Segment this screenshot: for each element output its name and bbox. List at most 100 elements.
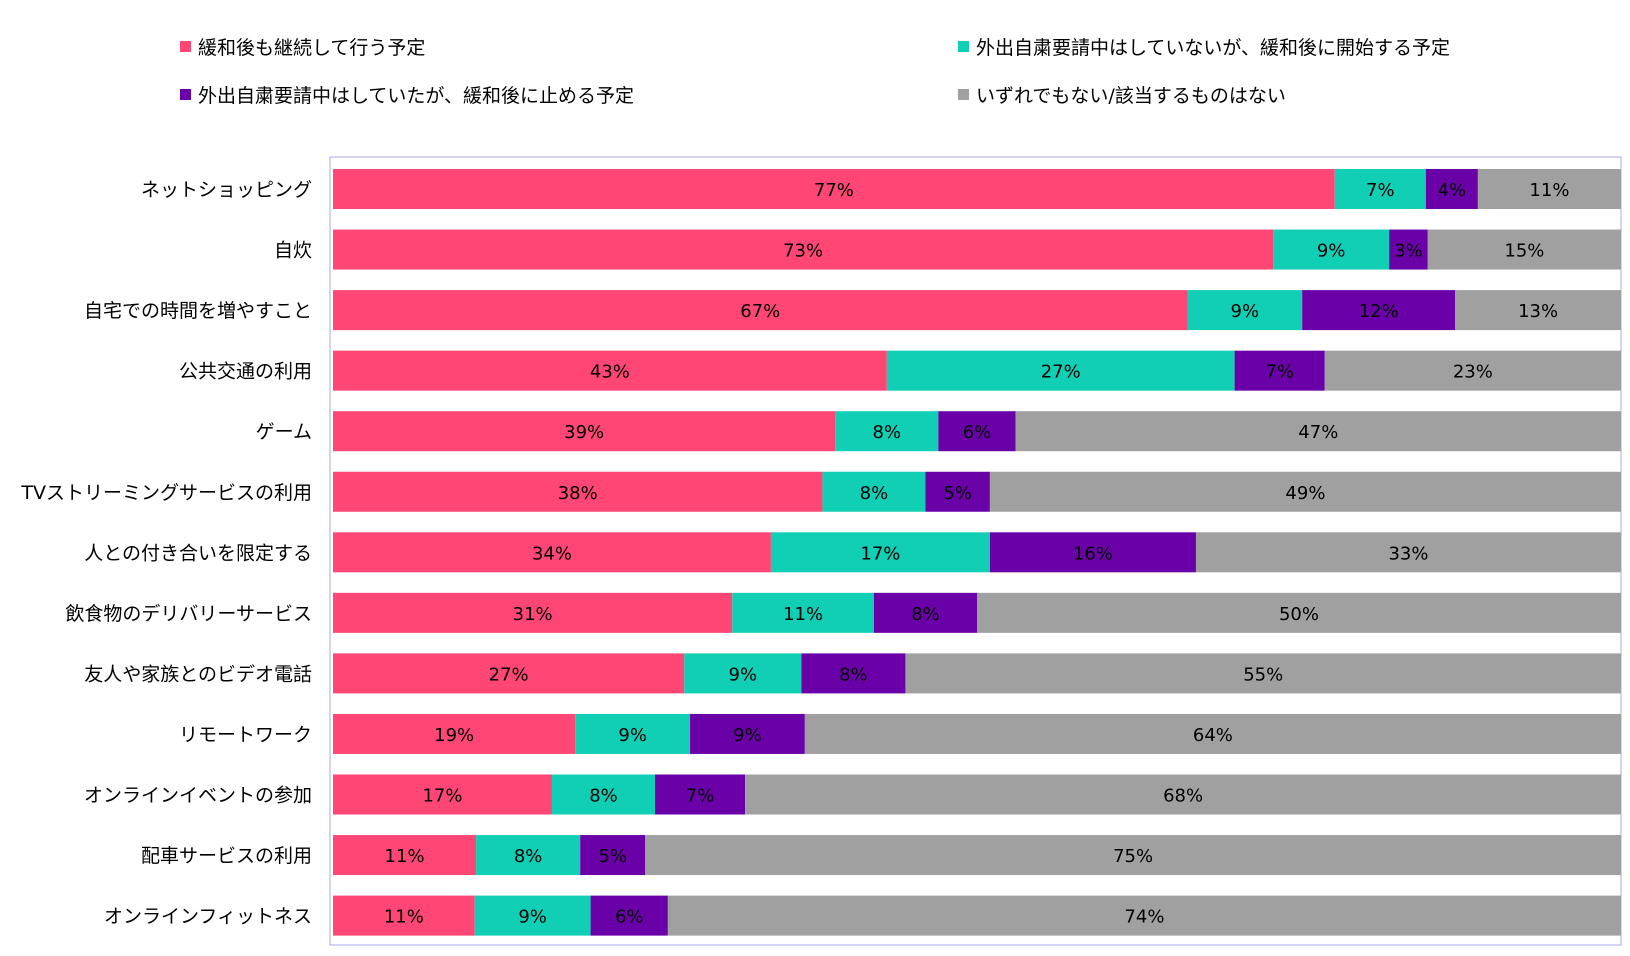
data-label: 9%	[729, 664, 758, 685]
bar-segment	[333, 895, 475, 936]
bar-segment	[333, 592, 733, 633]
bar-segment	[333, 653, 685, 694]
data-label: 5%	[598, 846, 627, 867]
bar-segment	[645, 835, 1621, 876]
data-label: 13%	[1518, 301, 1558, 322]
category-label: TVストリーミングサービスの利用	[20, 482, 312, 504]
legend-swatch-1	[180, 41, 191, 52]
bar-segment	[989, 471, 1621, 512]
legend-swatch-2	[958, 41, 969, 52]
bar-segment	[1195, 532, 1621, 573]
data-label: 50%	[1279, 604, 1319, 625]
bar-segment	[1273, 229, 1390, 270]
data-label: 8%	[589, 786, 618, 807]
bar-segment	[804, 713, 1621, 754]
category-label: 自炊	[274, 240, 312, 262]
data-label: 33%	[1388, 543, 1428, 564]
bars-group: 77% 7% 4% 11% 73% 9% 3% 15% 67% 9% 12% 13% 43% 27% 7% 2…	[333, 169, 1621, 936]
data-label: 6%	[963, 422, 992, 443]
bar-segment	[1302, 290, 1456, 331]
bar-segment	[333, 290, 1188, 331]
data-label: 8%	[839, 664, 868, 685]
data-label: 9%	[1231, 301, 1260, 322]
data-label: 9%	[518, 907, 547, 928]
legend-label-3: 外出自粛要請中はしていたが、緩和後に止める予定	[198, 85, 634, 107]
data-label: 9%	[733, 725, 762, 746]
bar-segment	[938, 411, 1016, 452]
data-label: 8%	[873, 422, 902, 443]
data-label: 4%	[1438, 180, 1467, 201]
data-label: 7%	[1265, 362, 1294, 383]
data-label: 27%	[1041, 362, 1081, 383]
data-label: 3%	[1394, 241, 1423, 262]
data-label: 17%	[422, 786, 462, 807]
data-label: 9%	[1317, 241, 1346, 262]
category-label: 配車サービスの利用	[141, 845, 312, 867]
category-label: ネットショッピング	[141, 179, 312, 201]
data-label: 8%	[911, 604, 940, 625]
data-label: 64%	[1193, 725, 1233, 746]
data-label: 43%	[590, 362, 630, 383]
data-label: 31%	[513, 604, 553, 625]
bar-segment	[770, 532, 990, 573]
data-label: 67%	[740, 301, 780, 322]
bar-segment	[1324, 350, 1621, 391]
data-label: 9%	[618, 725, 647, 746]
category-label: 飲食物のデリバリーサービス	[65, 603, 312, 625]
data-label: 27%	[489, 664, 529, 685]
data-label: 15%	[1504, 241, 1544, 262]
bar-segment	[1015, 411, 1621, 452]
category-label: 友人や家族とのビデオ電話	[84, 663, 312, 685]
data-label: 19%	[434, 725, 474, 746]
bar-segment	[333, 532, 771, 573]
bar-segment	[1425, 169, 1478, 209]
data-label: 55%	[1243, 664, 1283, 685]
bar-segment	[1187, 290, 1303, 331]
bar-segment	[1334, 169, 1426, 209]
data-label: 6%	[615, 907, 644, 928]
data-label: 11%	[1529, 180, 1569, 201]
data-label: 34%	[532, 543, 572, 564]
bar-segment	[905, 653, 1621, 694]
category-label: 自宅での時間を増やすこと	[84, 300, 312, 322]
data-label: 75%	[1113, 846, 1153, 867]
bar-segment	[333, 169, 1335, 209]
legend-label-4: いずれでもない/該当するものはない	[976, 85, 1286, 107]
bar-segment	[333, 471, 823, 512]
category-label: 公共交通の利用	[179, 361, 312, 383]
bar-segment	[655, 774, 746, 815]
bar-segment	[977, 592, 1621, 633]
bar-segment	[732, 592, 874, 633]
bar-segment	[690, 713, 805, 754]
category-label: リモートワーク	[179, 724, 312, 746]
bar-segment	[333, 229, 1274, 270]
bar-segment	[1234, 350, 1325, 391]
bar-segment	[333, 713, 576, 754]
data-label: 7%	[686, 786, 715, 807]
data-label: 11%	[384, 907, 424, 928]
bar-segment	[1389, 229, 1428, 270]
data-label: 23%	[1453, 362, 1493, 383]
data-label: 7%	[1366, 180, 1395, 201]
bar-segment	[886, 350, 1235, 391]
bar-segment	[580, 835, 646, 876]
legend-label-1: 緩和後も継続して行う予定	[198, 37, 425, 59]
bar-segment	[551, 774, 655, 815]
bar-segment	[801, 653, 906, 694]
bar-segment	[476, 835, 581, 876]
data-label: 16%	[1073, 543, 1113, 564]
data-label: 11%	[385, 846, 425, 867]
chart-legend: 緩和後も継続して行う予定 外出自粛要請中はしていないが、緩和後に開始する予定外出自…	[180, 37, 1450, 107]
bar-segment	[822, 471, 926, 512]
data-label: 77%	[814, 180, 854, 201]
bar-segment	[1455, 290, 1621, 331]
bar-segment	[925, 471, 990, 512]
bar-segment	[1427, 229, 1621, 270]
data-label: 38%	[558, 483, 598, 504]
data-label: 47%	[1298, 422, 1338, 443]
legend-swatch-4	[958, 89, 969, 100]
bar-segment	[333, 411, 836, 452]
bar-segment	[575, 713, 691, 754]
data-label: 8%	[514, 846, 543, 867]
